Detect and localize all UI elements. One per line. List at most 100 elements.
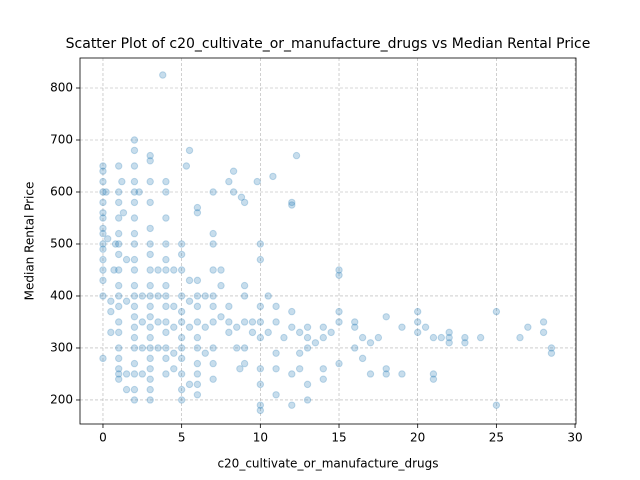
point (229, 188, 238, 196)
point (177, 318, 186, 326)
point (335, 271, 343, 279)
x-tick-label: 10 (253, 431, 268, 445)
point (476, 333, 485, 342)
point (130, 359, 139, 368)
point (256, 365, 265, 373)
y-axis-label: Median Rental Price (23, 182, 37, 301)
point (303, 323, 312, 331)
point (170, 365, 178, 373)
point (366, 370, 375, 378)
point (177, 385, 186, 394)
point (193, 318, 202, 326)
point (122, 385, 131, 394)
y-tick-label: 600 (50, 184, 73, 198)
point (429, 333, 438, 342)
point (461, 333, 469, 342)
point (264, 292, 272, 300)
point (130, 146, 139, 155)
point (154, 318, 162, 326)
point (99, 162, 107, 170)
point (135, 188, 143, 196)
point (193, 380, 202, 389)
point (177, 354, 186, 363)
point (358, 354, 367, 363)
point (146, 396, 154, 404)
point (146, 198, 154, 207)
point (413, 307, 422, 316)
point (539, 318, 548, 326)
point (130, 136, 139, 144)
point (256, 380, 265, 389)
point (288, 323, 296, 331)
point (130, 255, 139, 264)
point (256, 333, 265, 342)
point (130, 323, 139, 331)
point (130, 240, 139, 248)
point (162, 281, 170, 290)
point (111, 240, 120, 248)
point (146, 302, 154, 311)
point (162, 354, 170, 363)
point (177, 292, 186, 300)
point (130, 333, 139, 342)
point (146, 151, 154, 160)
x-tick-label: 30 (567, 431, 582, 445)
point (107, 297, 115, 305)
point (170, 349, 178, 357)
point (240, 292, 249, 300)
point (295, 365, 304, 373)
point (107, 328, 115, 337)
point (209, 266, 217, 274)
x-tick-label: 0 (99, 431, 107, 445)
point (130, 344, 139, 352)
point (177, 333, 186, 342)
point (413, 318, 422, 326)
point (146, 385, 154, 394)
point (177, 370, 186, 378)
point (99, 245, 107, 253)
point (319, 333, 327, 342)
point (118, 177, 126, 186)
point (99, 198, 107, 207)
point (358, 333, 367, 342)
point (130, 177, 139, 186)
point (138, 318, 147, 326)
point (225, 318, 233, 326)
point (162, 177, 170, 186)
point (115, 365, 123, 373)
point (327, 328, 335, 337)
point (217, 313, 225, 321)
point (185, 380, 194, 389)
point (154, 266, 162, 274)
point (209, 375, 217, 383)
point (146, 313, 154, 321)
point (366, 339, 375, 347)
point (162, 188, 170, 196)
point (170, 302, 178, 311)
point (524, 323, 532, 331)
point (319, 323, 327, 331)
point (303, 380, 312, 389)
point (99, 209, 107, 217)
point (154, 344, 162, 352)
point (170, 266, 178, 274)
point (382, 313, 390, 321)
point (288, 370, 296, 378)
point (445, 333, 453, 342)
point (130, 396, 139, 404)
point (130, 162, 139, 170)
point (217, 281, 225, 290)
point (99, 276, 107, 285)
point (256, 401, 265, 409)
point (193, 302, 202, 311)
point (130, 313, 139, 321)
point (272, 365, 280, 373)
y-tick-label: 800 (50, 81, 73, 95)
point (193, 370, 202, 378)
point (335, 359, 343, 368)
point (421, 323, 430, 331)
point (162, 214, 170, 222)
point (122, 370, 131, 378)
point (177, 266, 186, 274)
point (539, 328, 548, 337)
